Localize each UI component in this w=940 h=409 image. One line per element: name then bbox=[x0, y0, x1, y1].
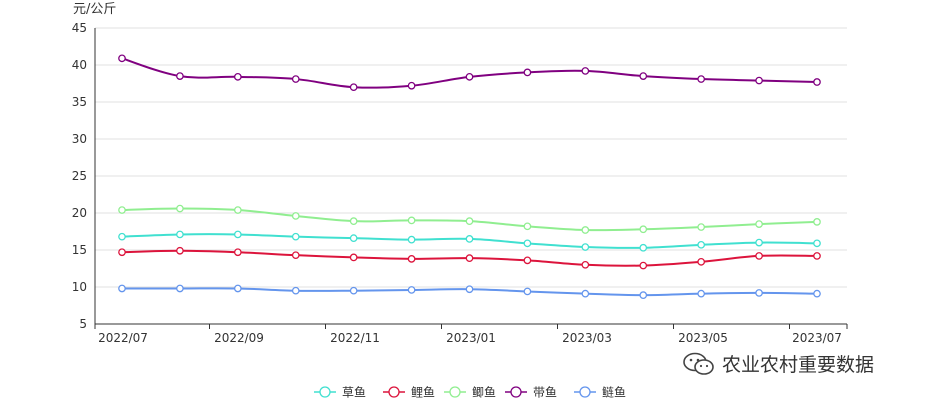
data-point bbox=[755, 252, 763, 260]
data-point bbox=[118, 206, 126, 214]
data-point bbox=[291, 212, 300, 220]
data-point bbox=[407, 255, 416, 263]
data-point bbox=[465, 235, 474, 243]
data-point bbox=[523, 239, 532, 248]
x-tick-label: 2022/07 bbox=[98, 331, 148, 345]
legend-marker-0 bbox=[319, 386, 331, 398]
y-tick-label: 25 bbox=[72, 169, 87, 183]
data-point bbox=[581, 67, 590, 75]
data-point bbox=[118, 54, 126, 63]
data-point bbox=[349, 253, 358, 262]
data-point bbox=[813, 78, 821, 86]
data-point bbox=[233, 248, 242, 257]
x-tick-label: 2023/05 bbox=[678, 331, 728, 345]
data-point bbox=[233, 206, 242, 214]
data-point bbox=[407, 235, 416, 244]
data-point bbox=[639, 225, 648, 234]
watermark: 农业农村重要数据 bbox=[682, 350, 874, 377]
data-point bbox=[639, 291, 648, 299]
legend-marker-2 bbox=[449, 386, 461, 398]
y-tick-label: 10 bbox=[72, 280, 87, 294]
data-point bbox=[639, 72, 648, 80]
data-point bbox=[349, 83, 358, 92]
data-point bbox=[291, 251, 300, 260]
data-point bbox=[581, 289, 590, 298]
data-point bbox=[697, 289, 706, 298]
data-point bbox=[465, 285, 474, 294]
data-point bbox=[639, 261, 648, 270]
y-tick-label: 15 bbox=[72, 243, 87, 257]
y-tick-label: 45 bbox=[72, 21, 87, 35]
data-point bbox=[349, 234, 358, 243]
data-point bbox=[813, 252, 821, 260]
data-point bbox=[176, 246, 184, 255]
data-point bbox=[176, 230, 184, 239]
x-tick-label: 2022/09 bbox=[214, 331, 264, 345]
y-tick-label: 35 bbox=[72, 95, 87, 109]
data-point bbox=[639, 243, 648, 252]
data-point bbox=[233, 284, 242, 293]
data-point bbox=[407, 216, 416, 225]
data-point bbox=[176, 204, 184, 213]
data-point bbox=[233, 72, 242, 81]
data-point bbox=[755, 220, 763, 228]
data-point bbox=[118, 248, 126, 257]
data-point bbox=[755, 238, 763, 247]
data-point bbox=[523, 287, 532, 296]
data-point bbox=[407, 286, 416, 294]
data-point bbox=[176, 284, 184, 293]
data-point bbox=[465, 254, 474, 262]
data-point bbox=[118, 284, 126, 293]
data-point bbox=[291, 286, 300, 295]
data-point bbox=[291, 232, 300, 241]
legend-marker-4 bbox=[579, 386, 591, 398]
data-point bbox=[523, 68, 532, 77]
y-axis-label: 元/公斤 bbox=[73, 2, 116, 17]
y-tick-label: 30 bbox=[72, 132, 87, 146]
data-point bbox=[697, 240, 706, 249]
data-point bbox=[697, 257, 706, 266]
data-point bbox=[813, 218, 821, 226]
data-point bbox=[118, 232, 126, 241]
data-point bbox=[291, 75, 300, 83]
data-point bbox=[523, 222, 532, 231]
legend-label-2: 鲫鱼 bbox=[472, 386, 496, 400]
data-point bbox=[581, 243, 590, 251]
x-tick-label: 2023/03 bbox=[562, 331, 612, 345]
legend-label-4: 鲢鱼 bbox=[602, 385, 626, 400]
legend-label-3: 带鱼 bbox=[533, 386, 557, 400]
x-tick-label: 2022/11 bbox=[330, 331, 380, 345]
legend-label-0: 草鱼 bbox=[342, 386, 366, 400]
legend-label-1: 鲤鱼 bbox=[411, 386, 435, 400]
x-tick-label: 2023/01 bbox=[446, 331, 496, 345]
data-point bbox=[755, 76, 763, 85]
data-point bbox=[465, 72, 474, 81]
data-point bbox=[465, 217, 474, 225]
data-point bbox=[176, 72, 184, 80]
legend-marker-1 bbox=[388, 386, 400, 398]
y-tick-label: 20 bbox=[72, 206, 87, 220]
data-point bbox=[407, 81, 416, 90]
data-point bbox=[349, 286, 358, 295]
data-point bbox=[755, 289, 763, 297]
legend-marker-3 bbox=[510, 386, 522, 398]
wechat-icon bbox=[683, 352, 714, 375]
watermark-text: 农业农村重要数据 bbox=[722, 354, 875, 376]
data-point bbox=[233, 230, 242, 239]
data-point bbox=[581, 226, 590, 234]
data-point bbox=[697, 75, 706, 83]
data-point bbox=[813, 239, 821, 248]
x-tick-label: 2023/07 bbox=[792, 331, 842, 345]
data-point bbox=[581, 260, 590, 269]
data-point bbox=[813, 289, 821, 298]
data-point bbox=[523, 256, 532, 265]
data-point bbox=[349, 217, 358, 225]
data-point bbox=[697, 223, 706, 231]
y-tick-label: 5 bbox=[79, 317, 87, 331]
y-tick-label: 40 bbox=[72, 58, 87, 72]
